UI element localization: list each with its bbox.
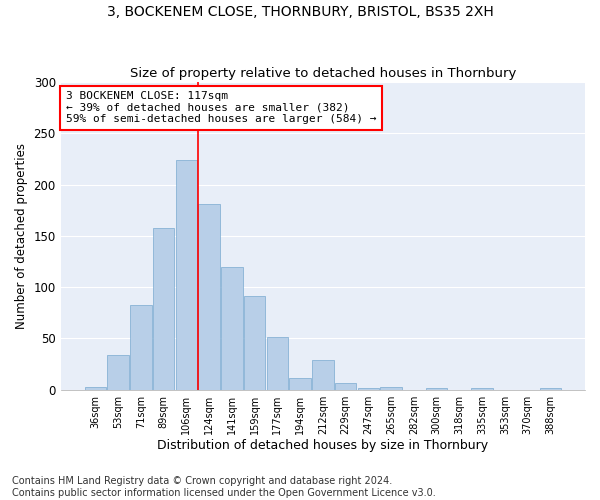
Bar <box>539 388 561 390</box>
Bar <box>198 204 220 390</box>
Bar <box>107 355 129 390</box>
Text: Contains HM Land Registry data © Crown copyright and database right 2024.
Contai: Contains HM Land Registry data © Crown c… <box>12 476 436 498</box>
Bar <box>380 386 402 390</box>
Bar <box>426 388 448 390</box>
Bar <box>244 296 265 390</box>
Bar <box>266 338 288 390</box>
Bar <box>221 266 242 390</box>
Text: 3 BOCKENEM CLOSE: 117sqm
← 39% of detached houses are smaller (382)
59% of semi-: 3 BOCKENEM CLOSE: 117sqm ← 39% of detach… <box>66 92 376 124</box>
Text: 3, BOCKENEM CLOSE, THORNBURY, BRISTOL, BS35 2XH: 3, BOCKENEM CLOSE, THORNBURY, BRISTOL, B… <box>107 5 493 19</box>
Bar <box>289 378 311 390</box>
Bar <box>358 388 379 390</box>
Bar <box>335 382 356 390</box>
Bar <box>312 360 334 390</box>
Bar <box>471 388 493 390</box>
Bar <box>176 160 197 390</box>
Title: Size of property relative to detached houses in Thornbury: Size of property relative to detached ho… <box>130 66 516 80</box>
Bar <box>153 228 175 390</box>
Y-axis label: Number of detached properties: Number of detached properties <box>15 143 28 329</box>
Bar <box>85 386 106 390</box>
Bar <box>130 304 152 390</box>
X-axis label: Distribution of detached houses by size in Thornbury: Distribution of detached houses by size … <box>157 440 488 452</box>
